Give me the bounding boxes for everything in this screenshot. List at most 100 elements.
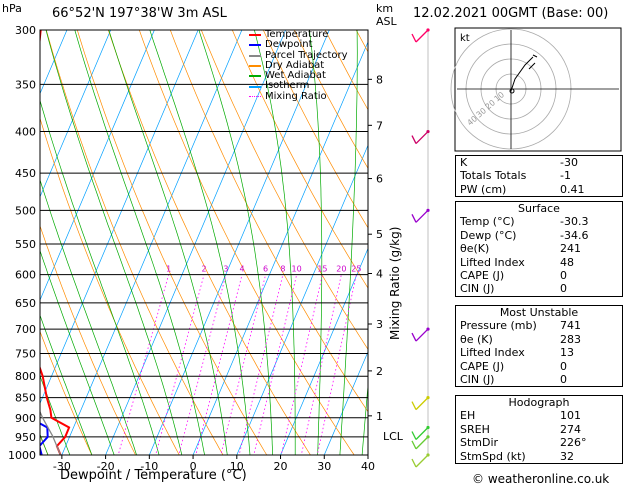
dry-adiabat-line bbox=[293, 30, 368, 169]
isotherm-line bbox=[323, 350, 368, 455]
table-row: StmSpd (kt) 32 bbox=[456, 450, 622, 463]
wind-barb-dot bbox=[426, 396, 430, 400]
pressure-tick-label: 500 bbox=[15, 204, 36, 217]
row-value: 32 bbox=[560, 449, 574, 463]
x-axis-label: Dewpoint / Temperature (°C) bbox=[60, 468, 247, 483]
row-label: K bbox=[460, 156, 468, 169]
table-row: CAPE (J) 0 bbox=[456, 360, 622, 373]
x-tick-label: -10 bbox=[140, 460, 158, 473]
indices-table: K -30 Totals Totals -1 PW (cm) 0.41 bbox=[455, 155, 623, 198]
row-value: 241 bbox=[560, 242, 581, 256]
pressure-tick-label: 1000 bbox=[8, 449, 36, 462]
isotherm-line bbox=[280, 247, 368, 455]
row-label: Totals Totals bbox=[460, 169, 527, 183]
mixing-ratio-label: 10 bbox=[292, 265, 302, 274]
wind-barb bbox=[415, 29, 429, 43]
hodograph-arrow bbox=[528, 54, 538, 70]
row-label: SREH bbox=[460, 422, 490, 436]
dry-adiabat-line bbox=[138, 30, 355, 455]
table-row: CIN (J) 0 bbox=[456, 282, 622, 295]
table-title: Most Unstable bbox=[499, 306, 579, 319]
wind-barb-dot bbox=[426, 208, 430, 212]
row-value: -30.3 bbox=[560, 215, 589, 229]
mixing-ratio-line bbox=[195, 274, 243, 455]
km-label: km bbox=[376, 2, 394, 15]
mixing-ratio-label: 4 bbox=[240, 265, 245, 274]
mixing-ratio-label: 15 bbox=[317, 265, 327, 274]
mixing-ratio-label: 20 bbox=[336, 265, 346, 274]
legend-label: Temperature bbox=[265, 29, 329, 40]
isotherm-line bbox=[61, 30, 243, 455]
legend-swatch bbox=[249, 44, 261, 47]
dry-adiabat-line bbox=[0, 18, 11, 472]
asl-label: ASL bbox=[376, 15, 397, 28]
mixing-ratio-line bbox=[238, 274, 284, 455]
wind-barb bbox=[415, 328, 429, 342]
mixing-ratio-line bbox=[117, 274, 170, 455]
table-row: θe(K) 241 bbox=[456, 242, 622, 255]
legend-item: Temperature bbox=[249, 29, 348, 40]
x-tick-label: 20 bbox=[274, 460, 288, 473]
legend-item: Wet Adiabat bbox=[249, 70, 348, 82]
row-label: θe (K) bbox=[460, 332, 493, 346]
row-value: -30 bbox=[560, 156, 578, 169]
wet-adiabat-line bbox=[149, 30, 251, 455]
wet-adiabat-line bbox=[40, 374, 71, 455]
pressure-tick-label: 700 bbox=[15, 323, 36, 336]
wet-adiabat-line bbox=[74, 30, 205, 455]
km-tick-label: 4 bbox=[376, 268, 383, 281]
series-temperature bbox=[40, 30, 71, 455]
pressure-tick-label: 750 bbox=[15, 347, 36, 360]
legend-label: Wet Adiabat bbox=[265, 70, 326, 82]
wind-barb-flag bbox=[411, 33, 417, 43]
dry-adiabat-line bbox=[262, 30, 368, 229]
row-label: Lifted Index bbox=[460, 346, 525, 360]
wet-adiabat-line bbox=[108, 30, 228, 455]
wet-adiabat-line bbox=[361, 381, 368, 455]
pressure-tick-label: 450 bbox=[15, 167, 36, 180]
wet-adiabat-line bbox=[40, 178, 137, 455]
x-tick-label: 30 bbox=[317, 460, 331, 473]
pressure-tick-label: 400 bbox=[15, 126, 36, 139]
wind-barb-flag bbox=[411, 458, 417, 468]
wind-barb-dot bbox=[426, 327, 430, 331]
row-label: Lifted Index bbox=[460, 255, 525, 269]
table-row: Lifted Index 13 bbox=[456, 346, 622, 359]
table-row: SREH 274 bbox=[456, 423, 622, 436]
table-row: Totals Totals -1 bbox=[456, 169, 622, 182]
wet-adiabat-line bbox=[0, 18, 11, 472]
legend-item: Dewpoint bbox=[249, 39, 348, 50]
row-value: 0.41 bbox=[560, 182, 585, 196]
legend-swatch bbox=[249, 54, 261, 57]
legend-label: Mixing Ratio bbox=[265, 90, 327, 102]
wind-barb bbox=[415, 131, 429, 145]
row-label: PW (cm) bbox=[460, 182, 507, 196]
series-parcel-trajectory bbox=[40, 410, 62, 455]
dry-adiabat-line bbox=[40, 224, 136, 455]
table-row: K -30 bbox=[456, 156, 622, 169]
legend-swatch bbox=[249, 75, 261, 78]
wind-barb-flag bbox=[411, 332, 417, 342]
table-row: EH 101 bbox=[456, 409, 622, 422]
legend-item: Mixing Ratio bbox=[249, 90, 348, 102]
table-title: Surface bbox=[518, 202, 560, 215]
x-tick-label: -30 bbox=[53, 460, 71, 473]
isotherm-line bbox=[40, 30, 68, 95]
wind-barb-flag bbox=[411, 214, 417, 223]
isotherm-line bbox=[40, 30, 155, 302]
legend-label: Dry Adiabat bbox=[265, 59, 325, 71]
row-value: 48 bbox=[560, 255, 574, 269]
wind-barb-flag bbox=[411, 440, 417, 450]
row-label: StmSpd (kt) bbox=[460, 449, 526, 463]
row-label: EH bbox=[460, 409, 476, 423]
row-value: 13 bbox=[560, 346, 574, 360]
km-tick-label: 5 bbox=[376, 228, 383, 241]
storm-motion-marker bbox=[509, 88, 515, 94]
row-label: Pressure (mb) bbox=[460, 319, 537, 333]
pressure-tick-label: 850 bbox=[15, 392, 36, 405]
x-tick-label: 10 bbox=[230, 460, 244, 473]
location-title: 66°52'N 197°38'W 3m ASL bbox=[52, 6, 227, 21]
wind-barb bbox=[415, 209, 429, 223]
mixing-ratio-line bbox=[178, 274, 227, 455]
row-value: 0 bbox=[560, 372, 567, 386]
